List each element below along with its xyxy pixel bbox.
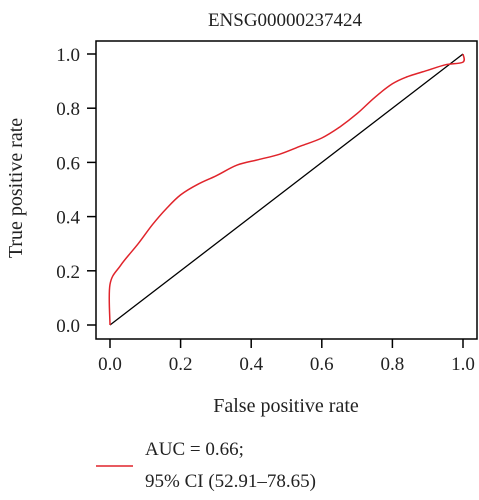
reference-diagonal	[109, 53, 464, 326]
y-tick-label: 0.6	[56, 153, 80, 174]
y-tick-label: 0.2	[56, 262, 80, 283]
legend: AUC = 0.66; 95% CI (52.91–78.65)	[96, 439, 316, 492]
x-axis-label: False positive rate	[213, 395, 359, 417]
x-tick-label: 0.6	[310, 354, 334, 375]
x-axis: 0.0 0.2 0.4 0.6 0.8 1.0	[98, 339, 475, 375]
roc-curve	[108, 53, 466, 326]
x-tick-label: 0.2	[169, 354, 193, 375]
x-tick-label: 0.0	[98, 354, 122, 375]
y-tick-label: 0.0	[56, 316, 80, 337]
y-axis: 0.0 0.2 0.4 0.6 0.8 1.0	[56, 45, 96, 337]
y-tick-label: 0.8	[56, 99, 80, 120]
plot-lines	[108, 53, 466, 326]
y-tick-label: 1.0	[56, 45, 80, 66]
y-tick-label: 0.4	[56, 208, 80, 229]
legend-line-1: AUC = 0.66;	[145, 439, 244, 460]
legend-line-2: 95% CI (52.91–78.65)	[145, 471, 316, 492]
x-tick-label: 0.8	[381, 354, 405, 375]
x-tick-label: 0.4	[239, 354, 263, 375]
plot-frame	[95, 40, 478, 340]
y-axis-label: True positive rate	[5, 118, 27, 258]
chart-title: ENSG00000237424	[208, 10, 363, 31]
x-tick-label: 1.0	[451, 354, 475, 375]
